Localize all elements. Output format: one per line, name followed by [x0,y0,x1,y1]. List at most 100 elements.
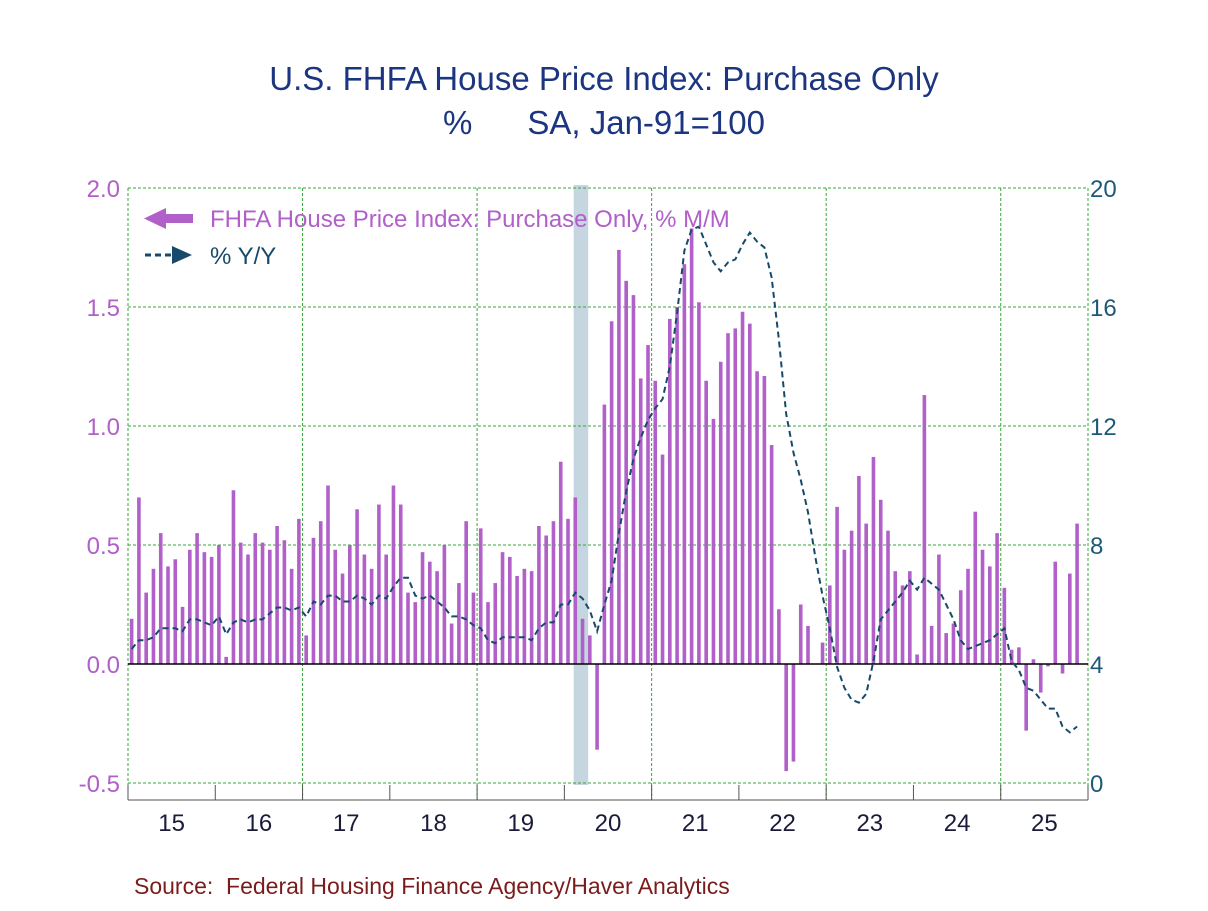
bar [638,378,643,664]
bar [864,523,868,664]
bar [209,556,214,664]
bar [486,602,490,664]
bar [820,642,825,664]
bar [777,609,781,664]
bar [718,361,723,664]
bar [886,530,890,664]
bar [595,664,599,750]
bar [398,504,403,664]
bar [515,575,519,664]
bar [508,556,512,664]
bar [318,521,323,664]
bar [173,559,178,664]
bar [755,371,759,664]
source-note: Source: Federal Housing Finance Agency/H… [134,873,730,899]
bar [420,552,425,664]
chart-title: U.S. FHFA House Price Index: Purchase On… [269,60,939,97]
x-tick-label: 15 [158,810,185,837]
bar [435,571,439,664]
bar [217,545,221,664]
right-tick-label: 20 [1090,176,1117,203]
bar [806,625,810,664]
bar [835,506,839,664]
bar [828,585,832,664]
chart-subtitle: % SA, Jan-91=100 [443,104,765,141]
bar [180,606,185,664]
left-tick-label: 1.0 [87,414,120,441]
x-tick-label: 21 [682,810,709,837]
bar [908,571,912,664]
bar [580,618,585,664]
bar [922,395,927,664]
bar [1053,561,1058,664]
bar [304,635,308,664]
bar [660,454,665,664]
bar [246,554,250,664]
bar [464,521,468,664]
bar [726,333,730,664]
bar [951,623,956,664]
bar [224,656,228,664]
bar [849,530,854,664]
bar [784,664,788,772]
bar [871,456,876,664]
bar [195,533,199,664]
bar [937,554,941,664]
bar-series [129,228,1079,772]
legend-bar-marker-icon [144,208,193,229]
bar [151,568,156,664]
bar [377,504,381,664]
bar [493,583,498,664]
x-tick-label: 20 [595,810,622,837]
x-tick-label: 25 [1031,810,1058,837]
bar [944,633,948,664]
bar [675,307,679,664]
bar [544,535,548,664]
bar [326,485,330,664]
bar [384,554,388,664]
bar [355,509,359,664]
bar [588,635,592,664]
bar [253,533,258,664]
bar [166,566,170,664]
bar [471,592,476,664]
bar [609,321,614,664]
bar [929,625,934,664]
right-tick-label: 8 [1090,533,1103,560]
bar [1060,664,1065,674]
bar [966,568,970,664]
bar [958,590,963,664]
bar [522,568,527,664]
bar [238,542,243,664]
bar [1017,647,1021,664]
x-tick-label: 17 [333,810,360,837]
bar [740,311,745,664]
right-axis: 0 4 8 12 16 20 [1090,176,1117,798]
bar [406,592,410,664]
left-tick-label: 2.0 [87,176,120,203]
bar [798,604,803,664]
bar [748,323,752,664]
bar [1075,523,1079,664]
bar [915,654,919,664]
bar [733,328,738,664]
left-tick-label: -0.5 [79,771,120,798]
bar [689,228,694,664]
right-tick-label: 4 [1090,652,1103,679]
bar [973,511,978,664]
recession-shading [573,185,589,785]
bar [646,345,650,664]
bar [369,568,374,664]
bar [1031,659,1036,664]
bar [653,380,658,664]
bar [878,499,883,664]
bar [558,461,563,664]
bar [158,533,163,664]
right-tick-label: 0 [1090,771,1103,798]
bar [631,295,636,664]
left-tick-label: 0.5 [87,533,120,560]
bar [704,380,708,664]
bar [231,490,236,664]
bar [762,376,767,664]
bar [500,552,505,664]
